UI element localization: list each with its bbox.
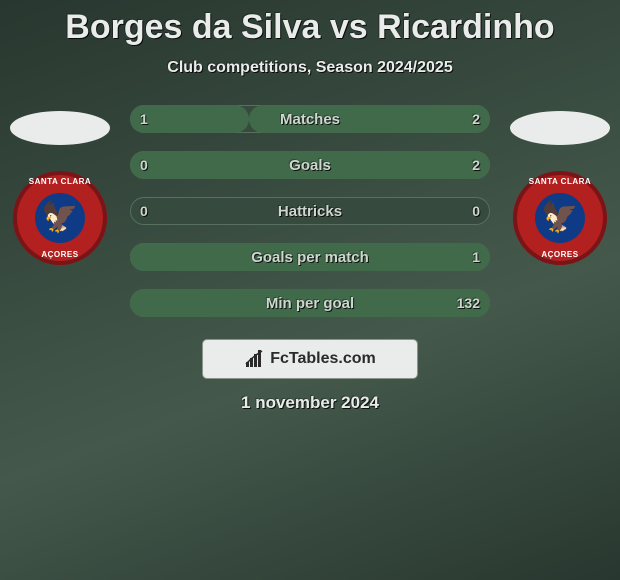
club-name-bottom: AÇORES [513,250,607,259]
player-left-column: 🦅 SANTA CLARA AÇORES [0,105,120,265]
stat-label: Hattricks [130,197,490,225]
badge-inner-circle: 🦅 [535,193,585,243]
stat-value-left: 0 [140,197,148,225]
stat-value-left: 1 [140,105,148,133]
stat-value-right: 0 [472,197,480,225]
player-left-ellipse [10,111,110,145]
stat-label: Goals per match [130,243,490,271]
stat-label: Goals [130,151,490,179]
bars-logo-icon [244,350,266,368]
stat-row: Matches1 2 [130,105,490,133]
subtitle: Club competitions, Season 2024/2025 [0,59,620,77]
stat-value-left: 0 [140,151,148,179]
player-right-ellipse [510,111,610,145]
stat-value-right: 2 [472,105,480,133]
eagle-icon: 🦅 [541,203,578,233]
club-name-top: SANTA CLARA [13,177,107,186]
stat-value-right: 2 [472,151,480,179]
stat-row: Min per goal132 [130,289,490,317]
club-name-bottom: AÇORES [13,250,107,259]
stat-row: Hattricks0 0 [130,197,490,225]
attribution-text: FcTables.com [270,350,376,368]
player-right-column: 🦅 SANTA CLARA AÇORES [500,105,620,265]
snapshot-date: 1 november 2024 [0,393,620,413]
stat-label: Min per goal [130,289,490,317]
player-right-club-badge: 🦅 SANTA CLARA AÇORES [513,171,607,265]
badge-inner-circle: 🦅 [35,193,85,243]
comparison-area: 🦅 SANTA CLARA AÇORES 🦅 SANTA CLARA AÇORE… [0,105,620,325]
club-name-top: SANTA CLARA [513,177,607,186]
eagle-icon: 🦅 [41,203,78,233]
player-left-club-badge: 🦅 SANTA CLARA AÇORES [13,171,107,265]
attribution-badge: FcTables.com [202,339,418,379]
stat-row: Goals0 2 [130,151,490,179]
page-title: Borges da Silva vs Ricardinho [0,0,620,47]
stat-value-right: 132 [457,289,480,317]
stat-label: Matches [130,105,490,133]
stat-bars-container: Matches12Goals02Hattricks00Goals per mat… [130,105,490,335]
stat-row: Goals per match1 [130,243,490,271]
stat-value-right: 1 [472,243,480,271]
